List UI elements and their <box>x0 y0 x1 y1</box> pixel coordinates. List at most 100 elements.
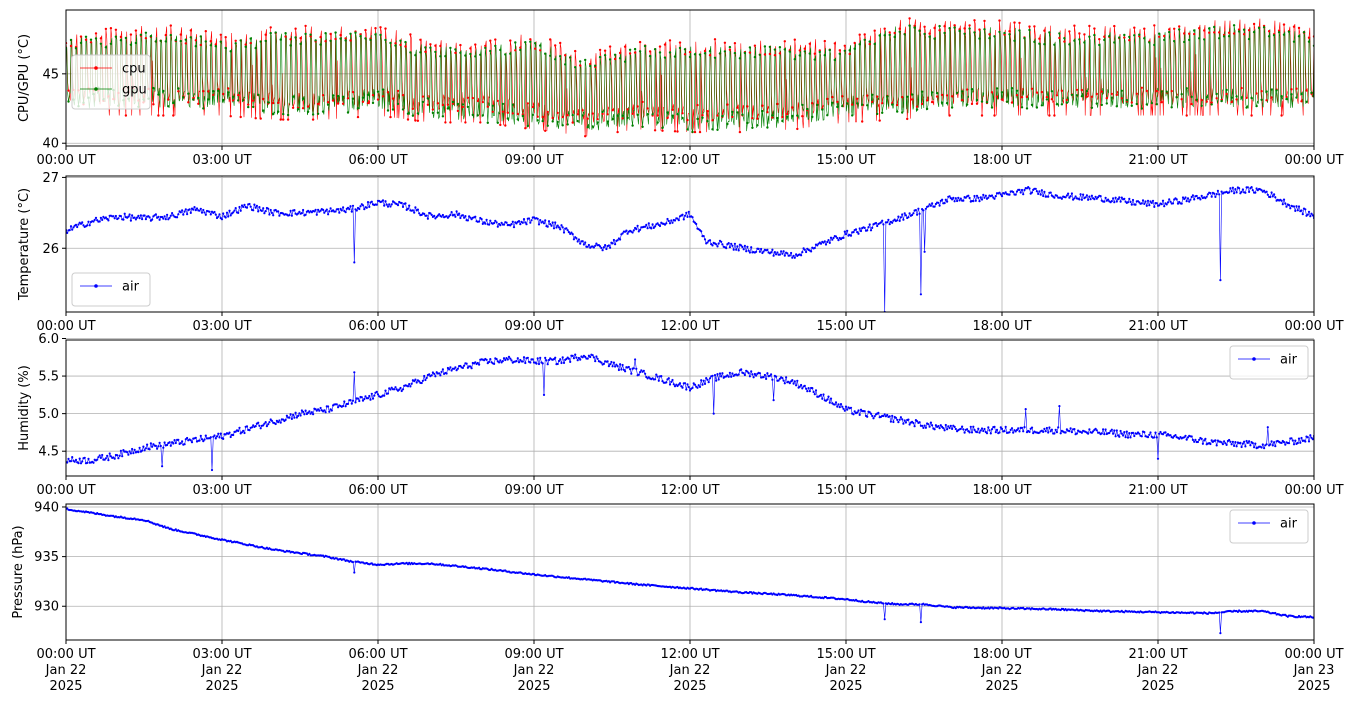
air-point <box>269 208 272 212</box>
air-point <box>524 221 527 224</box>
air-point <box>264 421 267 424</box>
air-point <box>1053 432 1056 435</box>
air-point <box>454 366 457 369</box>
cpu-point <box>401 93 405 97</box>
air-point <box>977 196 980 199</box>
air-point <box>671 378 674 382</box>
air-point <box>293 209 296 212</box>
air-point <box>1189 198 1192 201</box>
air-point <box>376 393 380 396</box>
cpu-point <box>960 98 964 102</box>
air-point <box>937 201 940 204</box>
cpu-point <box>351 90 355 94</box>
air-point <box>300 212 303 215</box>
air-point <box>204 434 207 437</box>
air-point <box>1229 440 1232 443</box>
air-point <box>873 415 876 418</box>
x-tick-label: Jan 23 <box>1293 663 1335 678</box>
air-point <box>1010 427 1014 430</box>
air-point <box>1020 188 1024 192</box>
x-tick-label: 21:00 UT <box>1128 319 1187 334</box>
gpu-point <box>833 58 836 62</box>
air-point <box>386 205 390 208</box>
air-point <box>1184 434 1187 437</box>
legend-marker-air <box>1252 521 1256 525</box>
air-point <box>227 215 230 218</box>
cpu-point <box>866 94 869 97</box>
air-point <box>836 405 839 408</box>
air-point <box>1000 195 1004 198</box>
cpu-point <box>636 105 639 108</box>
gpu-point <box>908 24 911 27</box>
air-point <box>350 402 353 405</box>
air-point <box>1015 428 1019 432</box>
cpu-point <box>746 105 749 108</box>
air-point <box>711 374 714 377</box>
air-point <box>418 380 421 383</box>
air-point <box>735 248 738 251</box>
air-point <box>284 418 287 421</box>
air-point <box>314 208 317 211</box>
air-point <box>645 223 648 226</box>
cpu-point <box>344 37 347 40</box>
air-point <box>408 204 411 207</box>
gpu-point <box>291 95 295 99</box>
gpu-point <box>1255 104 1258 108</box>
gpu-point <box>456 102 460 106</box>
air-point <box>974 199 977 202</box>
air-point <box>899 216 903 219</box>
air-point <box>898 219 901 222</box>
air-point <box>803 248 806 251</box>
gpu-point <box>1153 43 1156 47</box>
air-point <box>592 246 596 249</box>
air-point <box>685 388 688 391</box>
air-point <box>254 425 257 428</box>
cpu-point <box>653 129 657 132</box>
air-point <box>516 357 519 360</box>
gpu-point <box>99 42 103 45</box>
air-point <box>310 411 313 414</box>
gpu-point <box>608 58 612 61</box>
air-point <box>429 212 432 215</box>
air-point <box>801 251 804 254</box>
air-point <box>1049 191 1052 194</box>
air-point <box>778 377 782 380</box>
gpu-point <box>1040 104 1044 107</box>
gpu-point <box>983 28 986 31</box>
air-point <box>1126 201 1130 204</box>
air-point <box>647 222 650 225</box>
air-point <box>242 205 245 208</box>
cpu-point <box>693 130 697 134</box>
air-point <box>181 209 184 212</box>
air-point <box>933 205 936 208</box>
air-point <box>458 212 461 215</box>
air-point <box>186 213 189 216</box>
air-point <box>589 355 592 359</box>
x-tick-label: 12:00 UT <box>660 153 719 168</box>
cpu-point <box>736 106 739 109</box>
air-point <box>526 356 529 359</box>
air-point <box>229 214 232 217</box>
air-point <box>521 360 524 363</box>
air-point <box>1292 205 1296 208</box>
air-point <box>232 433 235 437</box>
gpu-point <box>514 41 517 44</box>
air-point <box>771 378 774 381</box>
air-point <box>666 217 669 221</box>
air-point <box>953 200 956 203</box>
gpu-point <box>341 95 345 99</box>
air-point <box>164 218 167 221</box>
air-point <box>181 440 184 443</box>
air-point <box>1273 193 1276 196</box>
gpu-point <box>681 116 684 120</box>
air-point <box>899 416 903 419</box>
cpu-point <box>471 96 474 100</box>
air-point <box>866 415 869 418</box>
air-point <box>396 204 400 207</box>
air-point <box>243 431 246 435</box>
cpu-point <box>222 92 225 96</box>
air-point <box>99 216 102 219</box>
cpu-point <box>1000 98 1004 101</box>
air-point <box>686 215 689 218</box>
air-point <box>1297 205 1301 208</box>
